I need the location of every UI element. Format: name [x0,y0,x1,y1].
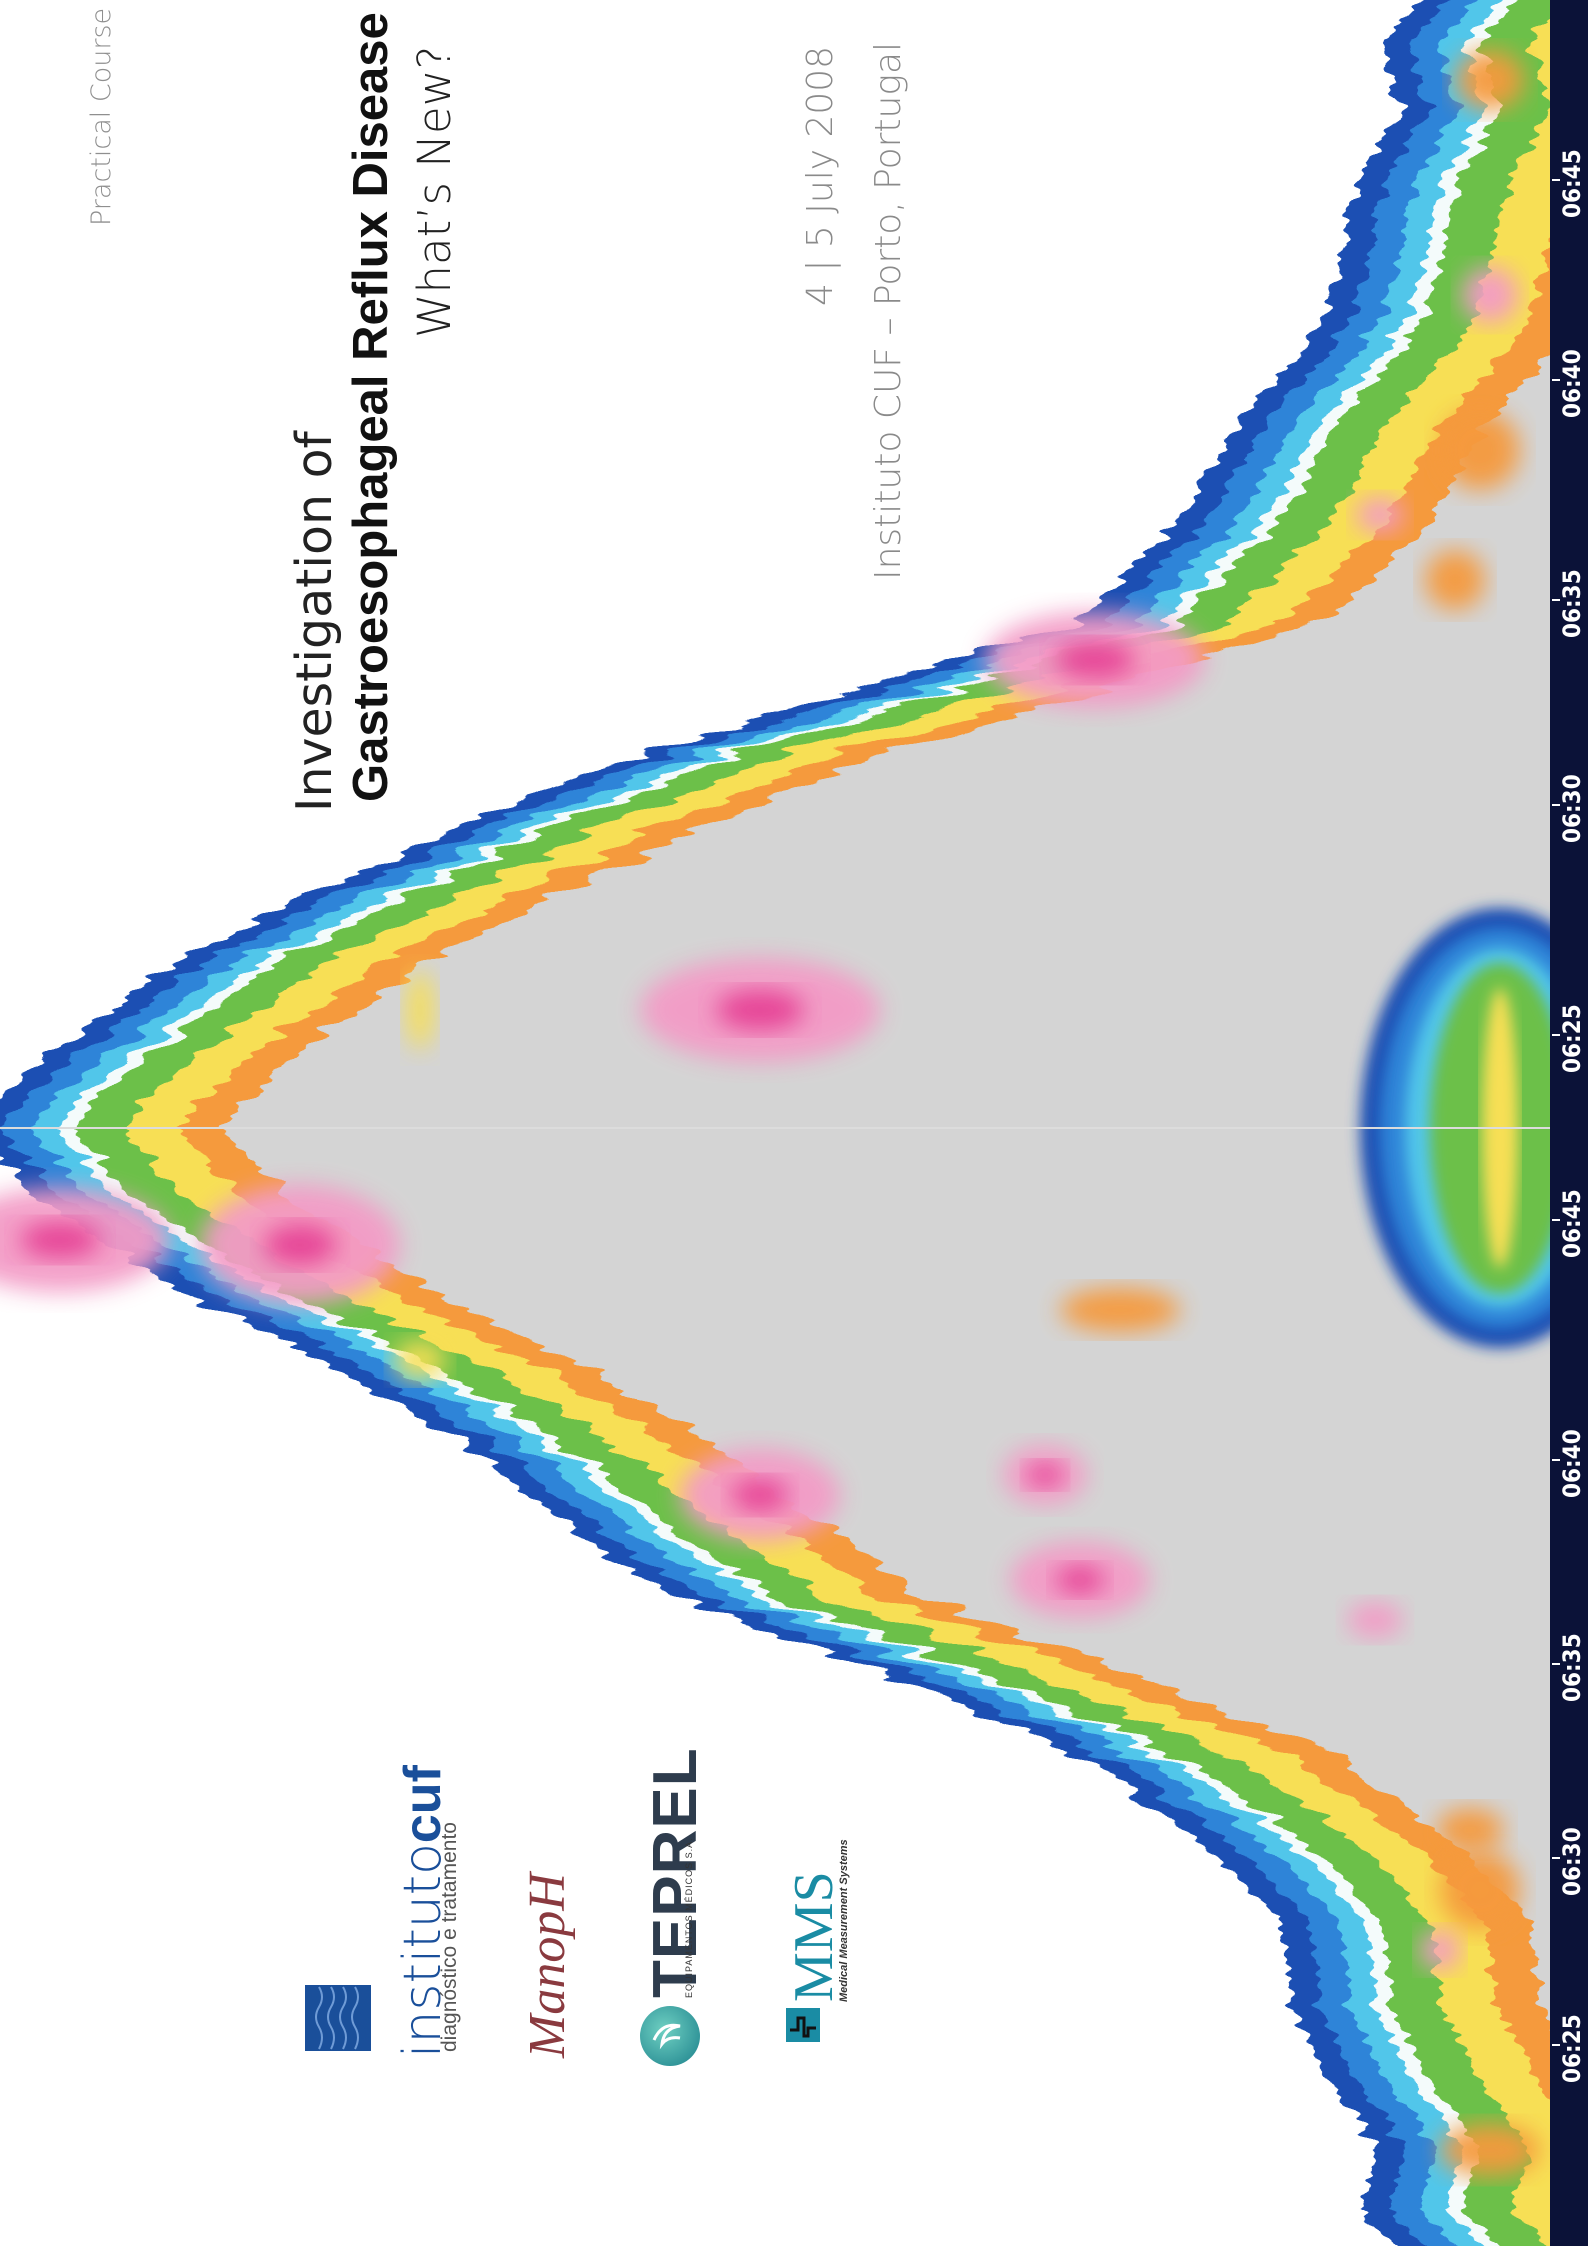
hotspot [1056,1566,1104,1594]
mms-tagline: Medical Measurement Systems [838,1839,850,2002]
hotspot [264,1225,336,1265]
cuf-logo-mark [305,1985,371,2051]
teprel-logo-text: TEPREL [641,1747,710,1998]
time-axis: 06:25 06:30 06:35 06:40 06:45 06:25 06:30 06:35… [1552,149,1586,2083]
hotspot [1055,642,1135,678]
hotspot [1440,2124,1540,2176]
hotspot [1440,1850,1520,1930]
time-tick-label: 06:45 [1558,1189,1586,1258]
pressure-band [220,0,1588,2246]
hotspot [1027,1463,1063,1487]
time-tick-label: 06:35 [1558,569,1586,638]
title-line-3: What’s New? [408,45,461,338]
hotspot [716,990,804,1030]
title-line-1: Investigation of [286,431,343,812]
pulse-icon [790,2016,816,2038]
teprel-logo-mark [640,2006,700,2066]
hotspot [1356,497,1404,533]
hotspot [20,1222,100,1258]
teprel-swirl-icon [652,2023,681,2050]
waves-icon [315,1986,359,2050]
hotspot [1436,1808,1504,1852]
hotspot [1420,1930,1460,1970]
mms-logo-text: MMS [783,1871,845,2002]
event-venue: Instituto CUF – Porto, Portugal [868,41,909,580]
mms-logo-mark [786,2008,820,2042]
hotspot [394,1340,446,1380]
time-tick-label: 06:40 [1558,349,1586,418]
teprel-tagline: EQUIPAMENTOS MÉDICOS S.A. [684,1837,694,1998]
course-label: Practical Course [86,7,117,226]
hotspot [1347,1602,1403,1638]
hotspot [1440,410,1520,490]
hotspot [1456,50,1524,110]
time-tick-label: 06:45 [1558,149,1586,218]
time-tick-label: 06:25 [1558,2014,1586,2083]
time-axis-bar [1550,0,1588,2246]
page-title: Gastroesophageal Reflux Disease [344,12,398,802]
hotspot [732,1479,788,1511]
event-date: 4 | 5 July 2008 [800,45,841,306]
time-tick-label: 06:35 [1558,1633,1586,1702]
panel-divider [0,1127,1550,1129]
hotspot [1462,267,1518,323]
time-tick-label: 06:25 [1558,1004,1586,1073]
time-tick-label: 06:30 [1558,774,1586,843]
time-tick-label: 06:40 [1558,1429,1586,1498]
hotspot [1060,1288,1180,1332]
hotspot [1425,550,1485,610]
cuf-tagline: diagnóstico e tratamento [438,1822,461,2052]
manoph-logo: ManopH [519,1873,576,2058]
hotspot [406,970,434,1050]
time-tick-label: 06:30 [1558,1827,1586,1896]
